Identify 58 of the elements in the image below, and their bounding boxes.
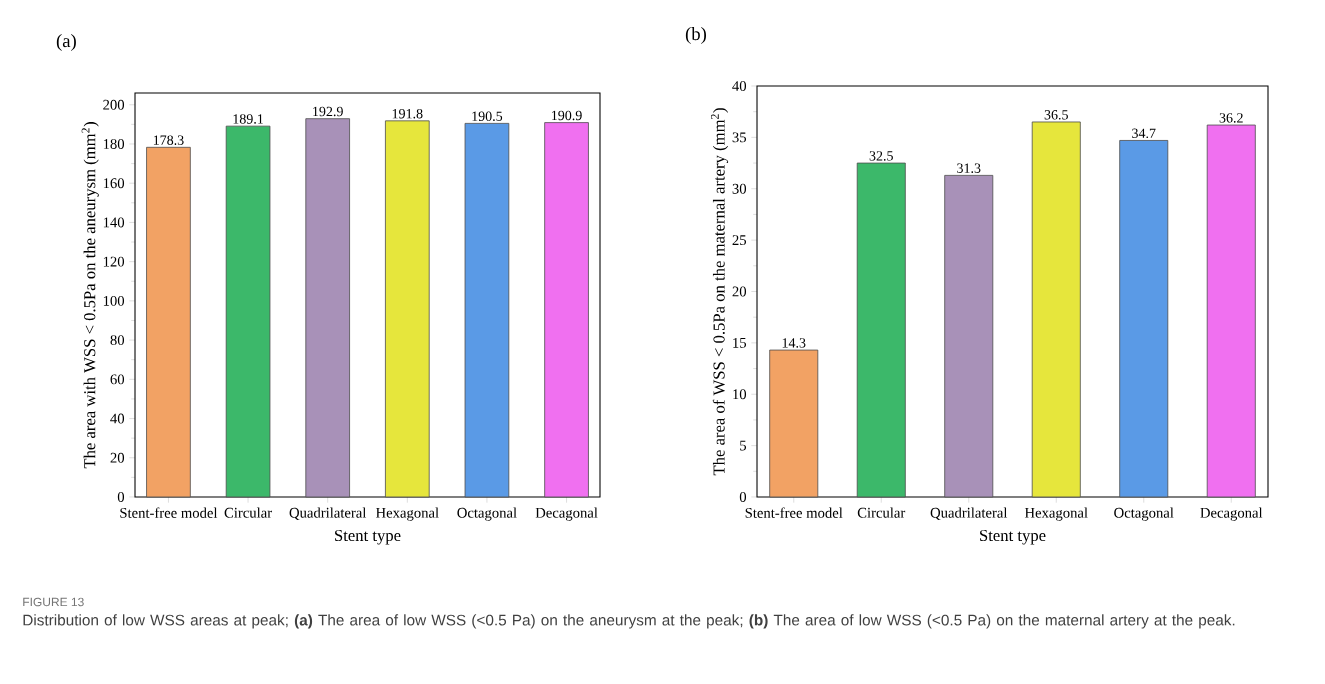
y-tick-label: 40	[110, 413, 125, 424]
x-axis-title: Stent type	[335, 529, 401, 545]
x-tick-label: Quadrilateral	[930, 507, 1008, 520]
y-tick-label: 160	[103, 178, 125, 189]
x-tick-label: Stent-free model	[745, 507, 843, 518]
y-tick-label: 200	[103, 99, 125, 110]
y-tick-label: 40	[732, 81, 747, 91]
y-tick-label: 15	[733, 337, 747, 348]
data-label: 189.1	[233, 114, 263, 124]
x-tick-label: Octagonal	[457, 507, 517, 521]
x-tick-label: Circular	[857, 507, 906, 518]
data-label: 191.8	[392, 108, 423, 119]
y-tick-label: 35	[732, 132, 747, 143]
x-tick-label: Decagonal	[535, 507, 598, 521]
data-label: 32.5	[869, 151, 893, 161]
x-tick-label: Circular	[224, 507, 272, 518]
chart-title: (a)	[56, 34, 76, 51]
y-tick-label: 5	[740, 440, 747, 451]
y-axis-title: The area of WSS < 0.5Pa on the maternal artery (mm$^{2}$)	[711, 108, 729, 476]
data-label: 31.3	[957, 163, 981, 173]
bar	[1119, 140, 1169, 498]
y-tick-label: 180	[103, 139, 125, 149]
data-label: 190.5	[472, 111, 503, 121]
y-tick-label: 30	[732, 183, 747, 194]
data-label: 34.7	[1132, 128, 1156, 139]
data-label: 36.2	[1219, 113, 1243, 123]
x-tick-label: Octagonal	[1114, 507, 1174, 521]
y-tick-label: 20	[732, 286, 747, 297]
bar	[944, 174, 994, 498]
y-tick-label: 140	[103, 217, 125, 228]
data-label: 190.9	[552, 110, 582, 121]
bar	[856, 162, 906, 498]
y-tick-label: 0	[739, 492, 747, 502]
x-tick-label: Decagonal	[1200, 507, 1263, 521]
y-tick-label: 80	[110, 335, 125, 346]
y-tick-label: 25	[732, 235, 747, 246]
caption: FIGURE 13	[23, 597, 84, 607]
bar	[769, 349, 819, 498]
y-tick-label: 10	[733, 389, 747, 400]
x-tick-label: Quadrilateral	[289, 507, 367, 520]
y-tick-label: 20	[110, 452, 125, 463]
y-tick-label: 120	[103, 256, 125, 267]
data-label: 178.3	[153, 135, 184, 145]
bar	[1031, 121, 1081, 498]
data-label: 192.9	[313, 106, 343, 117]
x-tick-label: Hexagonal	[375, 507, 439, 521]
y-tick-label: 60	[110, 374, 125, 385]
x-tick-label: Hexagonal	[1024, 507, 1088, 521]
y-tick-label: 0	[117, 492, 125, 502]
chart-title: (b)	[685, 27, 707, 44]
y-axis-title: The area with WSS < 0.5Pa on the aneurysm (mm$^{2}$)	[81, 122, 99, 469]
data-label: 36.5	[1044, 110, 1068, 120]
x-axis-title: Stent type	[980, 529, 1046, 545]
data-label: 14.3	[782, 338, 806, 348]
text: Distribution of low WSS areas at peak; (a) The area of low WSS (<0.5 Pa) on the aneurysm at the peak; (b) The area of low WSS (<0.5 Pa) on the maternal artery at the peak.	[23, 614, 1235, 629]
bar	[1206, 124, 1256, 498]
y-tick-label: 100	[103, 295, 125, 306]
x-tick-label: Stent-free model	[120, 507, 218, 518]
